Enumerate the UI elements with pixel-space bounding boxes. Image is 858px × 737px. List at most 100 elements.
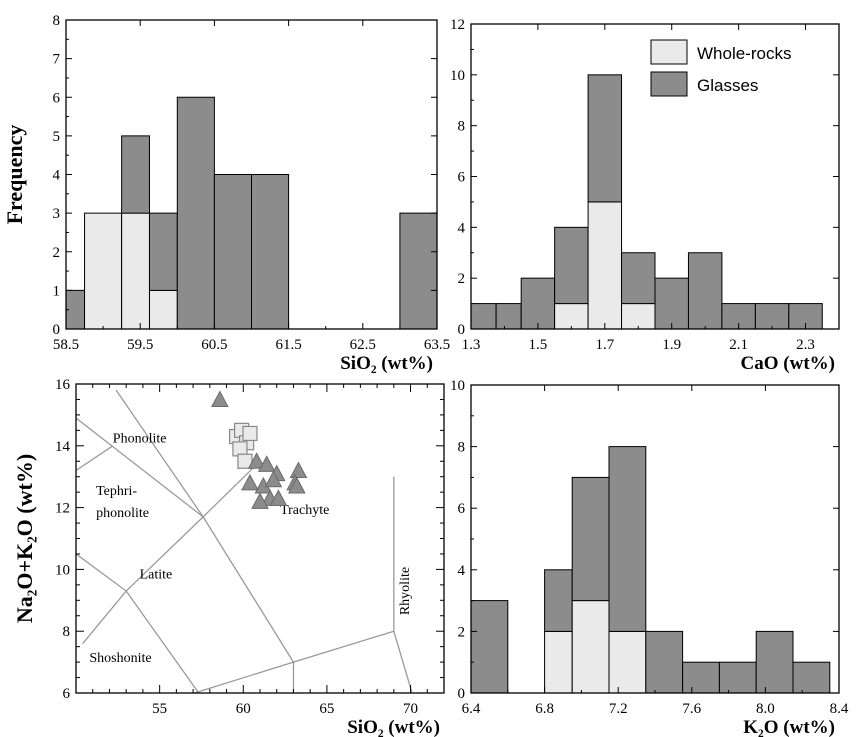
- x-tick-label: 1.3: [462, 337, 481, 353]
- y-tick-label: 6: [458, 170, 466, 186]
- x-tick-label: 2.3: [796, 337, 815, 353]
- tas-field-label: Rhyolite: [398, 567, 413, 615]
- tas-field-boundary: [115, 389, 204, 518]
- y-tick-label: 8: [53, 13, 61, 29]
- glass-point: [287, 476, 306, 494]
- tas-field-boundary: [192, 630, 395, 693]
- y-tick-label: 5: [53, 129, 61, 145]
- x-axis-label: SiO₂ (wt%): [340, 353, 433, 374]
- bar-whole-rocks: [587, 201, 623, 330]
- y-tick-label: 10: [450, 378, 465, 394]
- x-tick-label: 70: [403, 701, 418, 717]
- plot-frame: [75, 383, 445, 694]
- bar-whole-rocks: [148, 289, 178, 330]
- y-tick-label: 12: [450, 17, 465, 33]
- y-tick-label: 0: [53, 322, 61, 338]
- x-tick-label: 8.4: [830, 701, 849, 717]
- bar-whole-rocks: [608, 630, 647, 694]
- tas-field-label: Trachyte: [280, 503, 329, 518]
- x-tick-label: 1.7: [595, 337, 614, 353]
- legend-swatch-glasses: [650, 71, 688, 97]
- bar-glasses: [470, 600, 509, 694]
- x-tick-label: 55: [152, 701, 167, 717]
- tas-field-boundary: [82, 516, 204, 644]
- bar-glasses: [176, 96, 215, 330]
- y-tick-label: 16: [55, 377, 71, 393]
- bar-glasses: [608, 446, 647, 632]
- bar-whole-rocks: [544, 630, 573, 694]
- x-tick-label: 59.5: [127, 337, 153, 353]
- y-tick-label: 2: [458, 624, 466, 640]
- glass-point: [257, 455, 276, 472]
- legend-label-whole-rocks: Whole-rocks: [697, 44, 791, 63]
- tas-field-boundary: [202, 460, 261, 518]
- y-tick-label: 10: [450, 68, 465, 84]
- bar-glasses: [754, 303, 790, 330]
- x-tick-label: 63.5: [424, 337, 450, 353]
- x-tick-label: 58.5: [53, 337, 79, 353]
- x-tick-label: 1.9: [662, 337, 681, 353]
- y-axis-label: Frequency: [2, 125, 27, 225]
- bar-glasses: [654, 277, 689, 330]
- y-tick-label: 0: [458, 686, 466, 702]
- tas-field-label: Phonolite: [113, 432, 167, 447]
- x-tick-label: 60: [236, 701, 251, 717]
- y-tick-label: 4: [458, 563, 466, 579]
- x-tick-label: 2.1: [729, 337, 748, 353]
- bar-glasses: [399, 212, 438, 330]
- bar-glasses: [554, 226, 589, 305]
- bar-glasses: [645, 630, 684, 694]
- bar-glasses: [470, 303, 497, 330]
- bar-whole-rocks: [571, 600, 610, 694]
- glass-point: [264, 470, 283, 488]
- glass-point: [247, 452, 266, 469]
- x-axis-label: CaO (wt%): [741, 353, 835, 374]
- bar-glasses: [544, 569, 573, 632]
- x-tick-label: 6.8: [535, 701, 554, 717]
- y-tick-label: 2: [53, 245, 61, 261]
- y-axis-label: Na₂O+K₂O (wt%): [12, 454, 37, 623]
- y-tick-label: 6: [458, 501, 466, 517]
- bar-whole-rocks: [554, 303, 589, 330]
- glass-point: [269, 489, 288, 506]
- y-tick-label: 7: [53, 52, 61, 68]
- bar-glasses: [621, 252, 656, 305]
- y-tick-label: 4: [458, 220, 466, 236]
- tas-field-label: Latite: [140, 568, 173, 583]
- bar-glasses: [792, 661, 831, 694]
- y-tick-label: 3: [53, 206, 61, 222]
- glass-point: [211, 390, 229, 407]
- y-tick-label: 6: [53, 90, 61, 106]
- bar-whole-rocks: [621, 303, 656, 330]
- bar-glasses: [571, 476, 610, 602]
- bar-glasses: [251, 174, 290, 330]
- y-tick-label: 4: [53, 168, 61, 184]
- bar-glasses: [718, 661, 757, 694]
- tas-diagram-panel: Phonolite Tephri-phonolite Latite Trachyte S…: [12, 377, 445, 737]
- y-tick-label: 8: [63, 624, 71, 640]
- x-axis-label: K₂O (wt%): [743, 717, 835, 737]
- bar-glasses: [121, 135, 150, 214]
- glass-point: [289, 461, 308, 479]
- y-tick-label: 1: [53, 283, 61, 299]
- x-axis-label: SiO₂ (wt%): [347, 717, 440, 737]
- legend-label-glasses: Glasses: [697, 76, 758, 95]
- x-tick-label: 1.5: [529, 337, 548, 353]
- whole-rock-point: [242, 425, 258, 442]
- x-tick-label: 7.2: [609, 701, 628, 717]
- x-tick-label: 62.5: [350, 337, 376, 353]
- k2o-histogram-panel: 6.4 6.8 7.2 7.6 8.0 8.4 0 2 4 6 8 10 K₂O (wt%): [450, 378, 849, 737]
- bar-glasses: [213, 174, 252, 330]
- bar-whole-rocks: [84, 212, 123, 330]
- tas-field-boundary: [202, 516, 295, 663]
- sio2-histogram-panel: 58.5 59.5 60.5 61.5 62.5 63.5 0 1 2 3 4 5 6 7 8 SiO₂ (w…: [2, 13, 450, 374]
- glass-point: [251, 492, 269, 509]
- bar-whole-rocks: [121, 212, 150, 330]
- bar-glasses: [755, 630, 794, 694]
- bar-glasses: [495, 303, 522, 330]
- bar-glasses: [148, 212, 178, 291]
- y-tick-label: 2: [458, 271, 466, 287]
- x-tick-label: 60.5: [201, 337, 227, 353]
- bar-glasses: [682, 661, 720, 694]
